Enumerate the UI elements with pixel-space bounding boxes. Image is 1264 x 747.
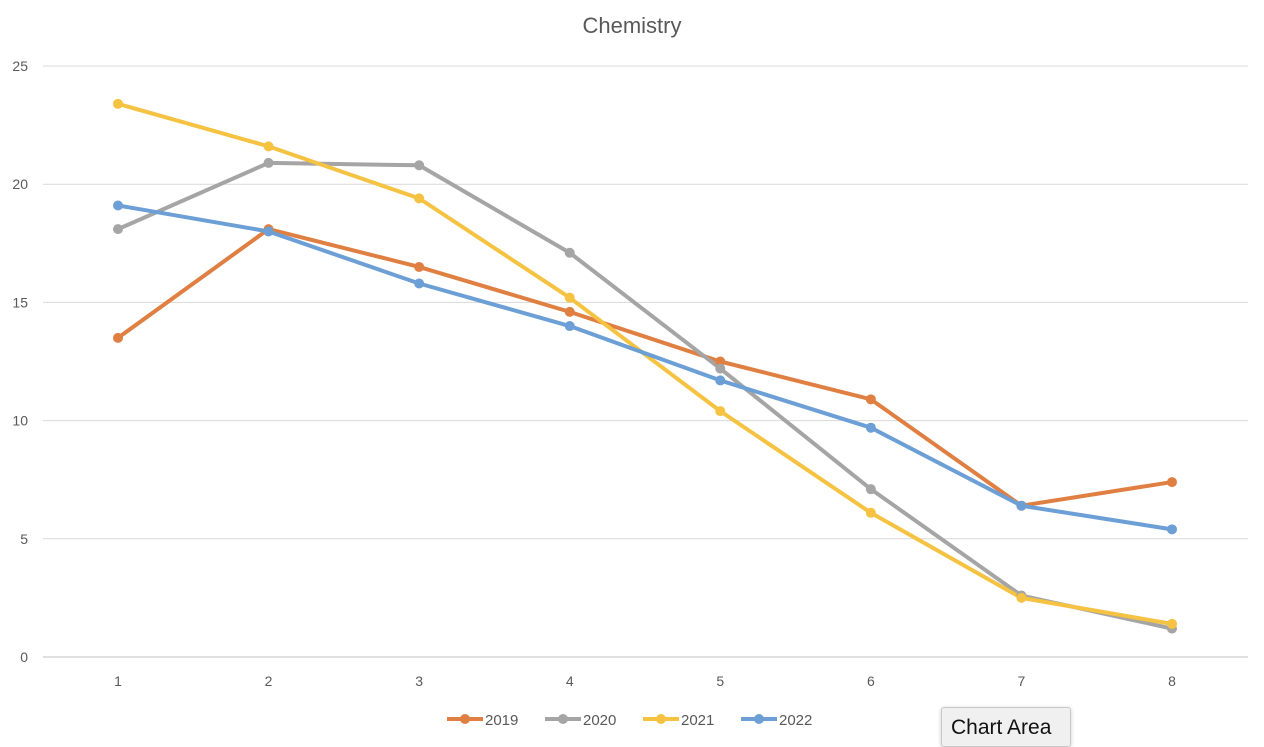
data-point-2020[interactable]: [113, 224, 123, 235]
data-point-2022[interactable]: [564, 321, 575, 332]
series-line-2021[interactable]: [117, 101, 1173, 626]
data-point-2019[interactable]: [865, 394, 876, 405]
data-point-2022[interactable]: [113, 200, 123, 211]
data-point-2022[interactable]: [1167, 524, 1177, 535]
data-point-2020[interactable]: [263, 157, 274, 168]
data-point-2019[interactable]: [1167, 477, 1177, 488]
legend-label[interactable]: 2022: [779, 712, 812, 729]
y-tick-label: 20: [12, 176, 28, 192]
series-line-2022[interactable]: [117, 203, 1173, 532]
legend-label[interactable]: 2019: [485, 712, 518, 729]
series-line-2019[interactable]: [116, 227, 1173, 508]
data-point-2021[interactable]: [865, 507, 876, 518]
chart-area-tooltip: Chart Area: [941, 707, 1071, 747]
y-tick-label: 15: [12, 294, 28, 310]
data-point-2022[interactable]: [263, 226, 274, 237]
data-point-2022[interactable]: [414, 278, 425, 289]
chart-title: Chemistry: [582, 13, 681, 38]
legend-marker-2021: [656, 714, 666, 724]
data-point-2022[interactable]: [865, 422, 876, 433]
data-point-2022[interactable]: [715, 375, 726, 386]
data-point-2022[interactable]: [1016, 500, 1027, 511]
legend-label[interactable]: 2021: [681, 712, 714, 729]
series-line-2020[interactable]: [117, 160, 1173, 631]
y-tick-label: 25: [12, 58, 28, 74]
data-point-2021[interactable]: [113, 98, 123, 109]
data-point-2019[interactable]: [113, 332, 123, 343]
x-tick-label: 7: [1018, 673, 1026, 689]
x-tick-label: 3: [415, 673, 423, 689]
data-point-2020[interactable]: [414, 160, 425, 171]
x-tick-label: 4: [566, 673, 574, 689]
legend-marker-2019: [460, 714, 470, 724]
data-point-2020[interactable]: [715, 363, 726, 374]
x-tick-label: 8: [1168, 673, 1176, 689]
legend-marker-2022: [754, 714, 764, 724]
data-point-2021[interactable]: [564, 292, 575, 303]
x-tick-label: 2: [265, 673, 273, 689]
data-point-2019[interactable]: [564, 306, 575, 317]
data-point-2021[interactable]: [715, 406, 726, 417]
data-point-2020[interactable]: [564, 247, 575, 258]
data-point-2021[interactable]: [1016, 592, 1027, 603]
data-point-2020[interactable]: [865, 484, 876, 495]
y-tick-label: 10: [12, 413, 28, 429]
x-tick-label: 1: [114, 673, 122, 689]
legend-label[interactable]: 2020: [583, 712, 616, 729]
data-point-2021[interactable]: [414, 193, 425, 204]
data-point-2021[interactable]: [1167, 618, 1177, 629]
y-tick-label: 0: [20, 649, 28, 665]
x-tick-label: 5: [716, 673, 724, 689]
data-point-2021[interactable]: [263, 141, 274, 152]
legend-marker-2020: [558, 714, 568, 724]
y-tick-label: 5: [20, 531, 28, 547]
data-point-2019[interactable]: [414, 261, 425, 272]
data-point-2019[interactable]: [715, 356, 726, 367]
x-tick-label: 6: [867, 673, 875, 689]
